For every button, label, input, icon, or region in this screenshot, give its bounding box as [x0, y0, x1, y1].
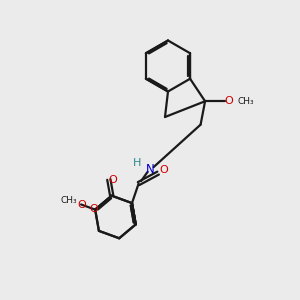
Text: O: O [89, 204, 98, 214]
Text: N: N [146, 163, 154, 176]
Text: H: H [133, 158, 142, 168]
Text: CH₃: CH₃ [61, 196, 77, 205]
Text: O: O [160, 165, 169, 175]
Text: O: O [77, 200, 86, 210]
Text: O: O [108, 175, 117, 185]
Text: CH₃: CH₃ [237, 97, 254, 106]
Text: O: O [225, 96, 233, 106]
